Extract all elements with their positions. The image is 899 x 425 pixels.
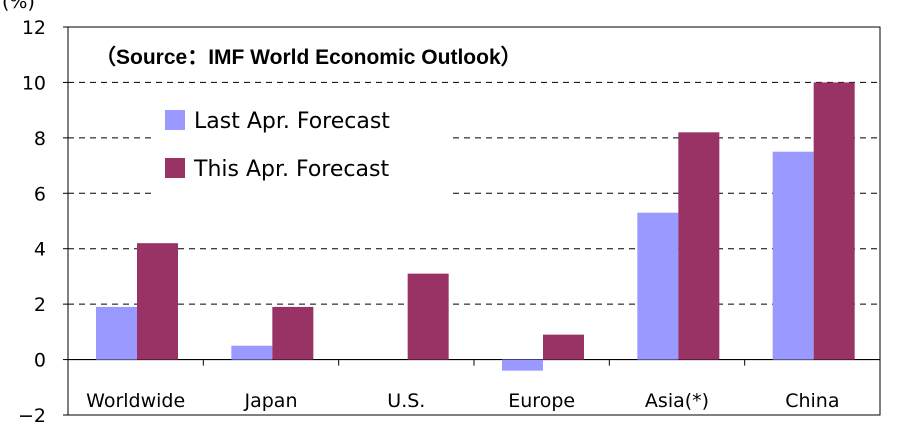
category-label-4: Asia(*) — [645, 390, 709, 412]
bar-0-3 — [502, 359, 543, 371]
bar-1-0 — [137, 243, 178, 360]
y-tick-label-4: 4 — [34, 239, 46, 261]
legend-swatch-1 — [165, 158, 185, 178]
source-annotation: （Source：IMF World Economic Outlook） — [95, 45, 522, 69]
category-label-5: China — [785, 390, 839, 412]
y-axis-label: (%) — [2, 0, 35, 13]
y-tick-label-6: 0 — [34, 350, 46, 372]
bar-1-1 — [272, 306, 314, 360]
y-tick-label-7: −2 — [18, 405, 46, 425]
bar-0-0 — [96, 306, 137, 360]
bar-1-3 — [543, 334, 584, 360]
legend-label-0: Last Apr. Forecast — [194, 109, 390, 134]
y-tick-label-2: 8 — [34, 128, 46, 150]
bar-0-4 — [637, 212, 679, 360]
y-tick-label-5: 2 — [34, 294, 46, 316]
bar-1-4 — [678, 132, 720, 360]
category-label-2: U.S. — [387, 390, 425, 412]
legend-background — [155, 98, 450, 194]
bar-1-2 — [407, 273, 449, 360]
legend-swatch-0 — [165, 110, 185, 130]
bar-0-5 — [772, 151, 814, 360]
category-label-0: Worldwide — [86, 390, 185, 412]
source-background — [90, 40, 590, 74]
y-tick-label-0: 12 — [22, 17, 46, 39]
y-tick-label-3: 6 — [34, 183, 46, 205]
bar-1-5 — [813, 82, 855, 360]
category-label-3: Europe — [508, 390, 575, 412]
y-tick-label-1: 10 — [22, 72, 46, 94]
category-label-1: Japan — [244, 390, 298, 412]
bar-0-1 — [231, 345, 273, 360]
legend-label-1: This Apr. Forecast — [193, 157, 389, 182]
plot-frame — [67, 26, 881, 416]
